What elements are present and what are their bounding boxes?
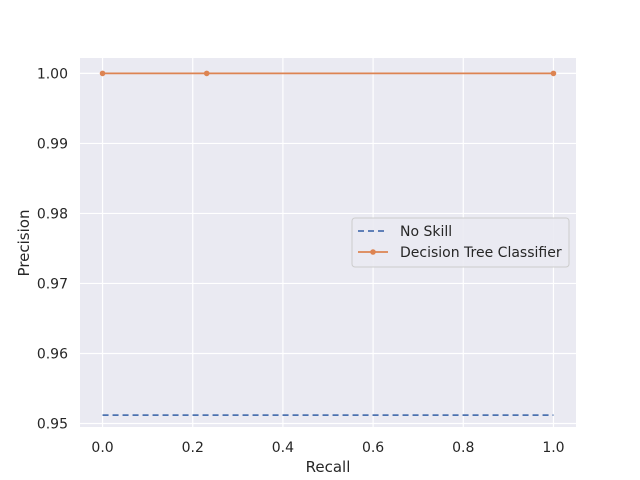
x-tick-label: 1.0 bbox=[542, 440, 564, 456]
y-tick-label: 1.00 bbox=[37, 66, 68, 82]
grid-lines bbox=[80, 58, 576, 427]
x-axis-label: Recall bbox=[306, 458, 351, 476]
y-tick-label: 0.97 bbox=[37, 276, 68, 292]
x-axis-ticks: 0.0 0.2 0.4 0.6 0.8 1.0 bbox=[91, 440, 564, 456]
legend-box bbox=[351, 217, 570, 268]
legend-label-1: Decision Tree Classifier bbox=[400, 245, 562, 261]
y-tick-label: 0.96 bbox=[37, 346, 68, 362]
legend-marker-1 bbox=[370, 249, 376, 255]
legend: No Skill Decision Tree Classifier bbox=[351, 217, 570, 268]
series-layer bbox=[99, 70, 557, 417]
y-axis-label: Precision bbox=[15, 210, 33, 277]
x-tick-label: 0.8 bbox=[452, 440, 474, 456]
legend-label-0: No Skill bbox=[400, 224, 452, 240]
x-tick-label: 0.6 bbox=[362, 440, 384, 456]
y-tick-label: 0.99 bbox=[37, 136, 68, 152]
x-tick-label: 0.4 bbox=[272, 440, 294, 456]
series-point-1 bbox=[203, 70, 210, 77]
series-point-1 bbox=[99, 70, 106, 77]
y-axis-ticks: 0.95 0.96 0.97 0.98 0.99 1.00 bbox=[37, 66, 68, 432]
y-tick-label: 0.98 bbox=[37, 206, 68, 222]
x-tick-label: 0.2 bbox=[182, 440, 204, 456]
x-tick-label: 0.0 bbox=[91, 440, 113, 456]
y-tick-label: 0.95 bbox=[37, 416, 68, 432]
series-point-1 bbox=[550, 70, 557, 77]
